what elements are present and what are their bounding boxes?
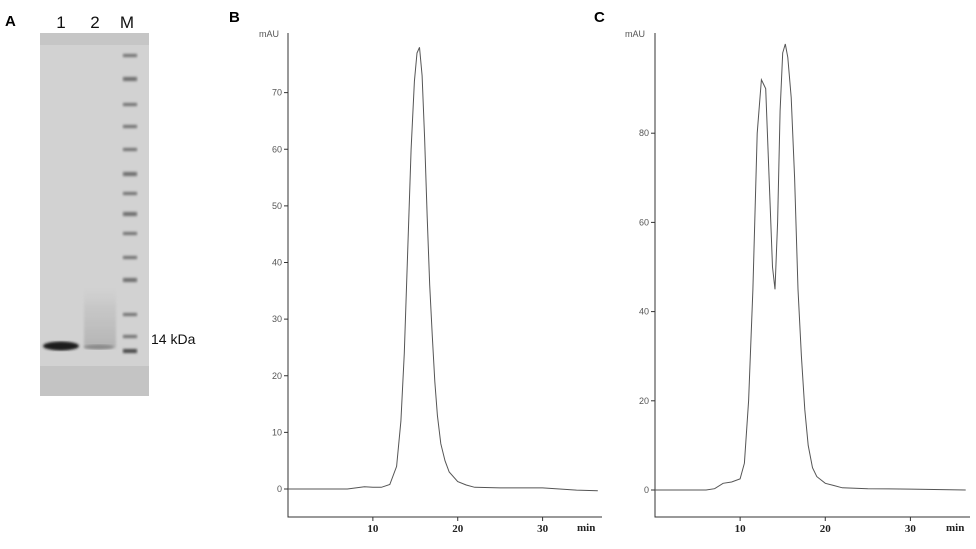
- y-axis-label-b: mAU: [259, 29, 279, 39]
- chromatogram-b: B mAU min 0 10 20 30 40 50 60 70 10 20 30: [229, 9, 602, 535]
- y-tick-label-b: 40: [272, 258, 282, 268]
- x-tick-label-c: 10: [735, 523, 747, 535]
- marker-ladder: [123, 54, 137, 353]
- x-tick-label-b: 20: [452, 523, 464, 535]
- x-ticks-c: 10 20 30: [735, 517, 917, 535]
- lane1-band: [43, 341, 79, 351]
- x-tick-label-b: 10: [367, 523, 379, 535]
- y-tick-label-b: 30: [272, 314, 282, 324]
- marker-band: [123, 212, 137, 216]
- lane-label-1: 1: [56, 13, 65, 32]
- marker-band: [123, 148, 137, 151]
- axes-b: [287, 33, 602, 518]
- y-axis-label-c: mAU: [625, 29, 645, 39]
- panel-letter-b: B: [229, 9, 240, 26]
- y-tick-label-b: 10: [272, 427, 282, 437]
- axes-c: [654, 33, 970, 518]
- x-ticks-b: 10 20 30: [367, 517, 549, 535]
- x-axis-label-b: min: [577, 522, 595, 534]
- x-tick-label-c: 20: [820, 523, 832, 535]
- panel-letter-a: A: [5, 13, 16, 30]
- gel-panel: A 1 2 M 14 kDa: [5, 13, 196, 396]
- y-tick-label-c: 20: [639, 396, 649, 406]
- marker-band: [123, 172, 137, 176]
- y-tick-label-c: 40: [639, 307, 649, 317]
- gel-well-shade: [40, 33, 149, 45]
- lane-label-2: 2: [90, 13, 99, 32]
- marker-band: [123, 349, 137, 353]
- y-tick-label-c: 0: [644, 485, 649, 495]
- series-line-b: [288, 47, 598, 492]
- x-tick-label-b: 30: [537, 523, 549, 535]
- marker-band: [123, 278, 137, 282]
- y-ticks-c: 0 20 40 60 80: [639, 128, 655, 495]
- marker-band: [123, 335, 137, 338]
- gel-bottom-shade: [40, 366, 149, 396]
- lane2-band: [84, 344, 114, 350]
- panel-letter-c: C: [594, 9, 605, 26]
- lane-label-m: M: [120, 13, 134, 32]
- lane2-smear: [84, 286, 116, 348]
- chromatogram-c: C mAU min 0 20 40 60 80 10 20 30: [594, 9, 970, 535]
- marker-band: [123, 103, 137, 106]
- y-tick-label-c: 80: [639, 128, 649, 138]
- marker-label-14kda: 14 kDa: [151, 331, 196, 347]
- marker-band: [123, 256, 137, 259]
- y-tick-label-b: 50: [272, 201, 282, 211]
- marker-band: [123, 77, 137, 81]
- marker-band: [123, 54, 137, 57]
- marker-band: [123, 313, 137, 316]
- y-tick-label-b: 20: [272, 371, 282, 381]
- y-ticks-b: 0 10 20 30 40 50 60 70: [272, 88, 288, 494]
- marker-band: [123, 125, 137, 128]
- y-tick-label-b: 60: [272, 144, 282, 154]
- y-tick-label-c: 60: [639, 217, 649, 227]
- series-line-c: [655, 43, 966, 491]
- y-tick-label-b: 0: [277, 484, 282, 494]
- y-tick-label-b: 70: [272, 88, 282, 98]
- marker-band: [123, 192, 137, 195]
- marker-band: [123, 232, 137, 235]
- x-axis-label-c: min: [946, 522, 964, 534]
- x-tick-label-c: 30: [905, 523, 917, 535]
